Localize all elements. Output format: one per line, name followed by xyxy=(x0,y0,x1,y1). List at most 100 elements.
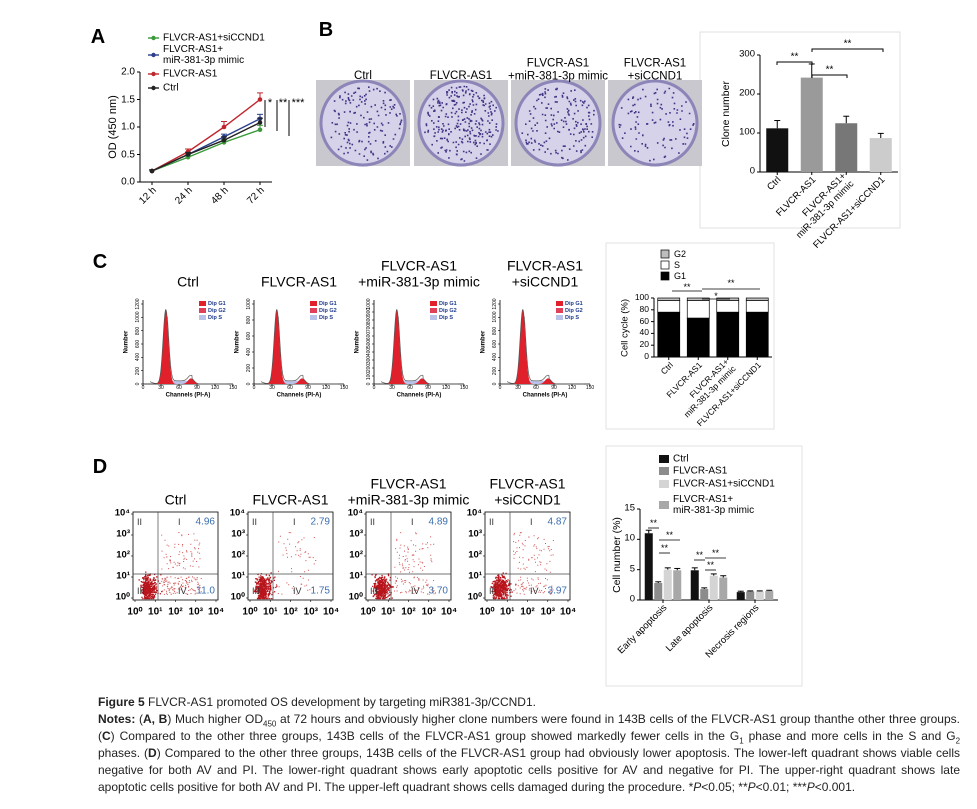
significance: ** xyxy=(665,529,674,540)
legend-swatch xyxy=(556,301,563,306)
bar-segment xyxy=(716,311,740,358)
y-tick-label: 40 xyxy=(639,327,649,338)
bar xyxy=(644,533,653,600)
x-tick-label: 10⁰ xyxy=(479,606,495,618)
significance: ** xyxy=(649,517,658,528)
significance: *** xyxy=(291,96,305,109)
plot-title: Ctrl xyxy=(164,491,187,508)
y-tick-label: 10⁴ xyxy=(229,507,245,519)
y-tick-label: 1200 xyxy=(492,298,499,310)
y-axis-title: Cell cycle (%) xyxy=(619,298,631,357)
x-tick-label: 10⁴ xyxy=(559,606,577,618)
y-tick-label: 1000 xyxy=(366,298,373,310)
figure-graphics xyxy=(131,31,901,687)
notes-text: phase and more cells in the S and G xyxy=(743,729,956,743)
legend-label: FLVCR-AS1+siCCND1 xyxy=(163,32,265,44)
bar-segment xyxy=(657,297,681,301)
legend-label: Dip S xyxy=(439,314,454,321)
y-tick-label: 200 xyxy=(135,366,142,375)
histogram-g1 xyxy=(386,309,408,384)
x-tick-label: 10⁴ xyxy=(207,606,225,618)
notes-text: phases. ( xyxy=(98,746,149,760)
y-tick-label: 100 xyxy=(739,126,755,138)
x-axis-title: Channels (PI-A) xyxy=(522,392,568,399)
quadrant-label: II xyxy=(370,516,376,527)
legend-label: G2 xyxy=(674,248,687,259)
y-tick-label: 600 xyxy=(135,339,142,349)
y-tick-label: 0 xyxy=(749,165,755,177)
y-tick-label: 20 xyxy=(639,339,649,350)
significance-bracket xyxy=(811,48,884,52)
notes-text: <0.001. xyxy=(814,780,856,794)
y-tick-label: 0 xyxy=(492,382,499,386)
x-tick-label: 10³ xyxy=(188,606,203,618)
panel-label: D xyxy=(92,455,108,478)
plot-title: FLVCR-AS1 +miR-381-3p mimic xyxy=(347,475,470,508)
x-tick-label: 120 xyxy=(210,385,220,392)
events-scattered xyxy=(276,532,317,595)
y-tick-label: 200 xyxy=(246,363,253,373)
y-tick-label: 100 xyxy=(634,292,649,303)
significance: ** xyxy=(843,38,852,50)
quadrant-label: IV xyxy=(411,585,420,596)
y-tick-label: 600 xyxy=(366,331,373,341)
y-tick-label: 10⁰ xyxy=(467,591,482,603)
y-tick-label: 600 xyxy=(246,331,253,341)
x-tick-label: 60 xyxy=(533,385,539,392)
legend-swatch xyxy=(430,308,437,313)
y-axis-title: Cell number (%) xyxy=(611,516,624,593)
x-axis-title: Channels (PI-A) xyxy=(396,392,442,399)
y-tick-label: 800 xyxy=(366,315,373,325)
y-axis-title: Number xyxy=(480,330,487,354)
legend-label: Dip S xyxy=(565,314,580,321)
y-tick-label: 300 xyxy=(366,355,373,365)
legend-swatch xyxy=(556,315,563,320)
x-tick-label: 30 xyxy=(389,385,395,392)
legend-swatch xyxy=(659,455,669,463)
x-tick-label: 10⁴ xyxy=(440,606,458,618)
legend-swatch xyxy=(310,301,317,306)
significance: ** xyxy=(683,281,691,292)
legend-label: FLVCR-AS1 xyxy=(163,68,218,80)
notes-panel: D xyxy=(148,746,157,760)
significance: ** xyxy=(711,547,720,558)
quadrant-value: 2.79 xyxy=(310,516,330,528)
bar-segment xyxy=(745,311,769,358)
image-label: FLVCR-AS1 xyxy=(429,70,493,83)
y-axis-title: Number xyxy=(354,330,361,354)
significance-bracket xyxy=(776,61,813,65)
legend-swatch xyxy=(310,315,317,320)
histogram-title: Ctrl xyxy=(177,273,199,290)
bar xyxy=(746,591,755,600)
notes-label: Notes: xyxy=(98,712,136,726)
y-tick-label: 0 xyxy=(366,382,373,386)
legend-marker xyxy=(151,71,156,77)
x-tick-label: 10⁰ xyxy=(242,606,258,618)
significance: ** xyxy=(727,277,735,288)
y-tick-label: 300 xyxy=(739,48,755,60)
x-tick-label: 90 xyxy=(425,385,431,392)
legend-swatch xyxy=(659,501,669,509)
significance: ** xyxy=(790,51,799,63)
significance: ** xyxy=(660,542,669,553)
bar-segment xyxy=(686,317,710,358)
significance: ** xyxy=(695,549,704,560)
x-tick-label: 30 xyxy=(515,385,521,392)
x-tick-label: 150 xyxy=(228,385,238,392)
significance: ** xyxy=(278,96,288,109)
panel-label: A xyxy=(90,25,106,48)
panel-label: C xyxy=(92,250,108,273)
x-tick-label: 10¹ xyxy=(148,606,163,618)
y-tick-label: 10³ xyxy=(116,528,130,540)
figure-title: Figure 5 FLVCR-AS1 promoted OS developme… xyxy=(98,694,960,711)
y-tick-label: 400 xyxy=(492,353,499,362)
x-tick-label: 10³ xyxy=(303,606,318,618)
notes-subscript: 2 xyxy=(955,736,961,746)
quadrant-label: III xyxy=(252,585,260,596)
bar xyxy=(700,589,709,600)
x-tick-label: 120 xyxy=(441,385,451,392)
bar xyxy=(766,128,789,172)
quadrant-label: II xyxy=(489,516,495,527)
quadrant-label: I xyxy=(293,516,296,527)
legend-label: FLVCR-AS1+ miR-381-3p mimic xyxy=(673,493,755,516)
